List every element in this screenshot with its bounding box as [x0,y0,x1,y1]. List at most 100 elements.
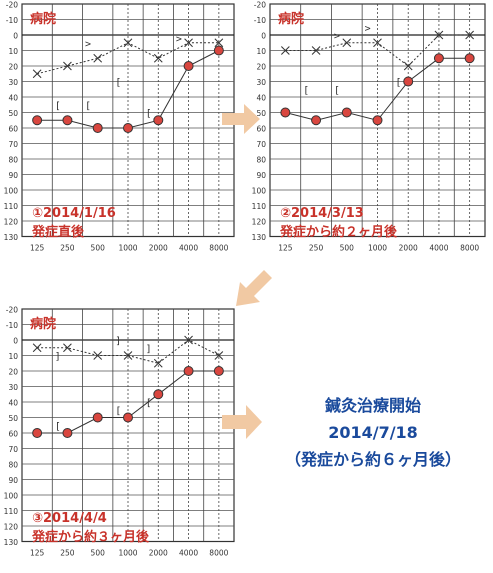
bone-conduction-mark: > [85,39,91,50]
left-ear-point [32,343,42,353]
right-ear-point [153,115,164,126]
bone-conduction-mark: [ [334,85,340,96]
right-ear-point [213,45,224,56]
y-tick-label: 100 [4,187,19,196]
y-tick-label: 30 [8,78,18,87]
cross-stroke [123,38,133,48]
right-ear-point [433,53,444,64]
x-tick-label: 125 [30,549,45,558]
y-tick-label: -20 [254,1,266,10]
y-tick-label: 80 [256,156,266,165]
bone-conduction-mark: [ [303,85,309,96]
right-ear-point [153,389,164,400]
right-ear-point [183,366,194,376]
status-label: 発症直後 [31,224,85,240]
cross-stroke [373,38,382,48]
y-tick-label: 30 [256,78,266,87]
cross-stroke [434,30,444,40]
left-ear-point [465,30,474,40]
left-ear-point [373,38,382,48]
date-label: ②2014/3/13 [280,206,364,221]
status-label: 発症から約２ヶ月後 [279,224,398,240]
y-tick-label: 10 [8,352,18,361]
y-tick-label: 20 [8,63,18,72]
cross-stroke [403,61,413,71]
cross-stroke [93,351,103,360]
y-tick-label: 130 [4,233,19,242]
y-tick-label: -20 [6,306,18,315]
bone-conduction-mark: [ [146,398,152,409]
right-ear-point [183,61,194,71]
bone-conduction-mark: [ [115,406,121,417]
y-tick-label: -10 [6,16,18,25]
treatment-start-elapsed: （発症から約６ヶ月後） [284,450,461,469]
treatment-start-title: 鍼灸治療開始 [324,396,421,415]
cross-stroke [184,38,193,48]
right-ear-point [32,115,43,126]
y-tick-label: 0 [261,32,266,41]
right-ear-point [92,412,103,423]
cross-stroke [93,53,103,63]
y-tick-label: 120 [252,218,267,227]
cross-stroke [311,46,321,55]
y-tick-label: 10 [8,47,18,56]
y-tick-label: 50 [8,109,18,118]
cross-stroke [465,30,474,40]
left-ear-point [63,61,72,71]
bone-conduction-mark: ] [146,344,152,355]
bone-conduction-mark: > [176,34,182,45]
left-ear-point [93,351,103,360]
cross-stroke [32,343,42,353]
y-tick-label: -10 [254,16,266,25]
right-ear-point [213,366,224,376]
y-tick-label: 100 [4,492,19,501]
y-tick-label: 70 [8,140,18,149]
cross-stroke [63,61,72,71]
y-tick-label: 0 [13,32,18,41]
cross-stroke [342,38,352,48]
cross-stroke [123,351,133,360]
x-tick-label: 4000 [179,549,198,558]
cross-stroke [214,38,224,48]
y-tick-label: -10 [6,321,18,330]
hospital-label: 病院 [30,11,56,27]
arrow-right-2 [222,405,264,443]
audiogram-2-svg: -20 -10 0 10 20 30 40 50 60 70 80 90 100 110 120 130 125… [252,1,486,253]
left-ear-point [403,61,413,71]
bone-conduction-mark: > [365,23,371,34]
y-tick-label: 120 [4,523,19,532]
y-tick-label: 110 [4,507,19,516]
left-ear-point [434,30,444,40]
y-tick-label: 50 [256,109,266,118]
y-tick-label: 80 [8,156,18,165]
right-ear-point [464,53,475,64]
right-ear-point [372,115,383,126]
right-ear-point [62,428,73,438]
left-ear-point [214,38,224,48]
audiogram-1-svg: -20 -10 0 10 20 30 40 50 60 70 80 90 100 110 120 130 125… [4,1,235,253]
x-tick-label: 2000 [399,244,418,253]
x-tick-label: 250 [309,244,324,253]
left-ear-point [214,351,224,360]
cross-stroke [153,358,163,368]
left-ear-point [184,38,193,48]
treatment-start-note: 鍼灸治療開始 2014/7/18 （発症から約６ヶ月後） [268,392,478,473]
status-label: 発症から約３ヶ月後 [31,529,150,545]
left-ear-point [123,38,133,48]
left-ear-point [93,53,103,63]
x-tick-label: 2000 [149,244,168,253]
y-tick-label: 40 [256,94,266,103]
y-tick-label: 40 [8,399,18,408]
y-tick-label: 120 [4,218,19,227]
bone-conduction-mark: > [334,31,340,42]
x-tick-label: 1000 [118,549,137,558]
x-tick-label: 500 [91,549,106,558]
cross-stroke [63,343,72,353]
y-tick-label: 70 [8,445,18,454]
left-ear-point [153,53,163,63]
arrow-right-icon [222,405,262,439]
y-tick-label: 20 [256,63,266,72]
cross-stroke [214,351,224,360]
bone-conduction-mark: [ [395,78,401,89]
y-tick-label: 10 [256,47,266,56]
